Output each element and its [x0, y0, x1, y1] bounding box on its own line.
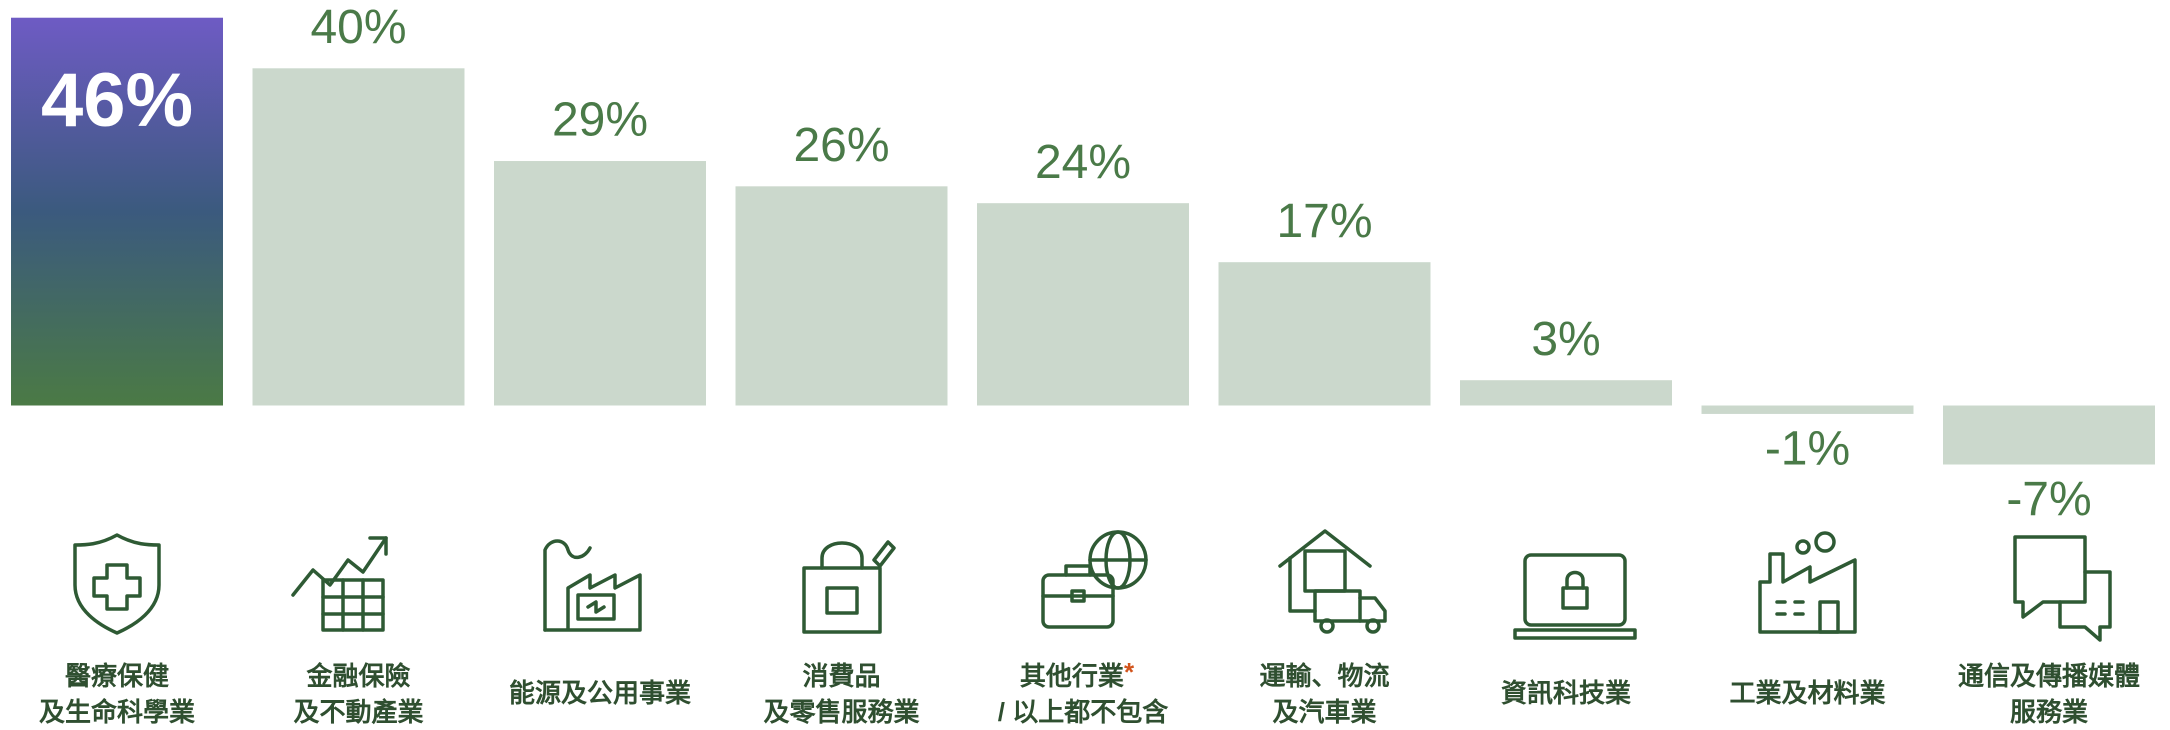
bar — [977, 203, 1189, 406]
value-label: 29% — [552, 94, 648, 147]
value-label: 46% — [41, 58, 193, 143]
x-tick-label-line: 運輸、物流 — [1259, 661, 1389, 691]
icon-it — [1513, 553, 1637, 640]
x-tick-label-line: 及生命科學業 — [39, 697, 195, 727]
x-tick-label-line: / 以上都不包含 — [998, 697, 1169, 727]
x-tick-label: 工業及材料業 — [1729, 678, 1885, 708]
x-tick-label: 消費品及零售服務業 — [763, 661, 919, 727]
icon-other — [1041, 530, 1148, 629]
value-label: 26% — [793, 119, 889, 172]
x-tick-label-line: 其他行業 — [1020, 661, 1124, 691]
x-tick-label-line: 及汽車業 — [1272, 697, 1376, 727]
bar — [1943, 405, 2155, 465]
bar — [1701, 405, 1914, 414]
x-tick-label-line: 能源及公用事業 — [509, 678, 691, 708]
x-tick-label-line: 通信及傳播媒體 — [1958, 661, 2140, 691]
value-label: -7% — [2006, 473, 2091, 526]
icon-shield — [73, 533, 161, 635]
icon-transport — [1278, 529, 1387, 634]
x-tick-label-line: 及零售服務業 — [763, 697, 919, 727]
x-tick-label: 運輸、物流及汽車業 — [1259, 661, 1389, 727]
bar — [1460, 380, 1672, 406]
icon-consumer — [802, 540, 896, 634]
icon-energy — [543, 539, 642, 632]
x-tick-label-line: 金融保險 — [305, 661, 410, 691]
x-tick-label: 其他行業* / 以上都不包含 — [998, 657, 1169, 727]
x-tick-label: 通信及傳播媒體服務業 — [1958, 661, 2140, 727]
x-tick-label-line: 資訊科技業 — [1501, 678, 1631, 708]
value-label: 24% — [1035, 136, 1131, 189]
icon-finance — [291, 536, 388, 632]
value-label: 40% — [310, 1, 406, 54]
value-label: 3% — [1531, 313, 1600, 366]
bar — [735, 186, 948, 406]
x-tick-label-line: 消費品 — [802, 661, 880, 691]
x-tick-label: 資訊科技業 — [1501, 678, 1631, 708]
value-label: -1% — [1765, 423, 1850, 476]
bar — [252, 68, 465, 406]
bar — [494, 161, 706, 406]
x-tick-label: 能源及公用事業 — [509, 678, 691, 708]
x-tick-label: 金融保險及不動產業 — [293, 661, 423, 727]
bar — [11, 17, 223, 406]
x-tick-label-line: 醫療保健 — [65, 661, 169, 691]
x-tick-label-line: 及不動產業 — [293, 697, 423, 727]
value-label: 17% — [1276, 195, 1372, 248]
footnote-marker: * — [1124, 657, 1135, 687]
icons — [73, 529, 2112, 642]
x-tick-label: 醫療保健及生命科學業 — [39, 661, 195, 727]
x-tick-label-line: 服務業 — [2010, 697, 2088, 727]
bar — [1218, 262, 1431, 406]
x-tick-label-line: 工業及材料業 — [1729, 678, 1885, 708]
icon-industry — [1758, 531, 1857, 634]
icon-media — [2013, 535, 2112, 642]
